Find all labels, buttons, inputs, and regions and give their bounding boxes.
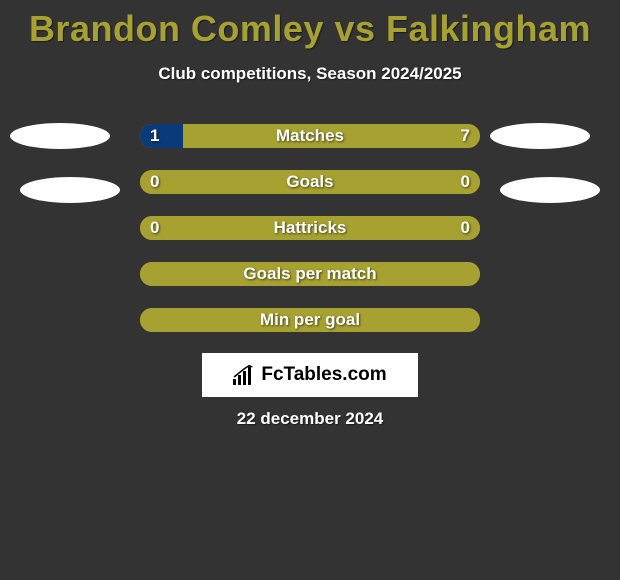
stat-value-left: 1 bbox=[150, 124, 159, 148]
bar-track bbox=[140, 170, 480, 194]
placeholder-ellipse bbox=[20, 177, 120, 203]
stat-value-left: 0 bbox=[150, 170, 159, 194]
stat-row: Goals per match bbox=[0, 262, 620, 286]
bar-left-fill bbox=[140, 124, 183, 148]
stat-value-right: 0 bbox=[461, 216, 470, 240]
bar-right-fill bbox=[140, 170, 480, 194]
stat-value-right: 0 bbox=[461, 170, 470, 194]
bar-right-fill bbox=[140, 262, 480, 286]
bar-right-fill bbox=[140, 308, 480, 332]
date-text: 22 december 2024 bbox=[0, 409, 620, 429]
placeholder-ellipse bbox=[10, 123, 110, 149]
stat-row: Min per goal bbox=[0, 308, 620, 332]
stat-row: Hattricks00 bbox=[0, 216, 620, 240]
bar-track bbox=[140, 216, 480, 240]
stat-value-left: 0 bbox=[150, 216, 159, 240]
logo-text: FcTables.com bbox=[261, 364, 386, 386]
bar-track bbox=[140, 308, 480, 332]
page-title: Brandon Comley vs Falkingham bbox=[0, 0, 620, 50]
stat-rows: Matches17Goals00Hattricks00Goals per mat… bbox=[0, 124, 620, 332]
placeholder-ellipse bbox=[500, 177, 600, 203]
bar-track bbox=[140, 262, 480, 286]
placeholder-ellipse bbox=[490, 123, 590, 149]
chart-icon bbox=[233, 365, 255, 385]
bar-right-fill bbox=[183, 124, 481, 148]
bar-right-fill bbox=[140, 216, 480, 240]
logo-box: FcTables.com bbox=[202, 353, 418, 397]
bar-track bbox=[140, 124, 480, 148]
stat-value-right: 7 bbox=[461, 124, 470, 148]
subtitle: Club competitions, Season 2024/2025 bbox=[0, 64, 620, 84]
